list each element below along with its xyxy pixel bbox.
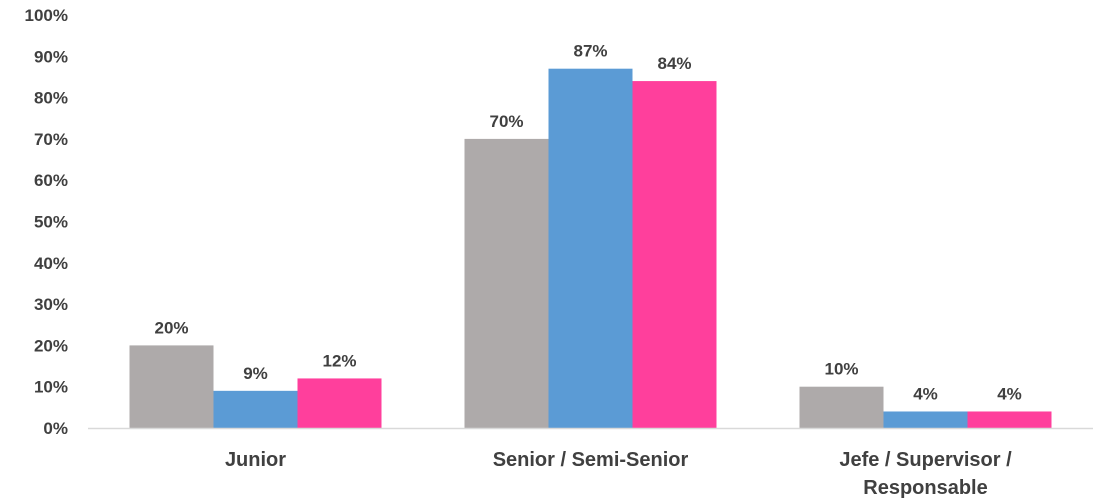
category-label-line: Junior [225, 449, 286, 471]
data-label: 4% [913, 384, 938, 403]
bar [548, 68, 633, 428]
data-label: 87% [573, 42, 607, 61]
bar [883, 411, 968, 428]
category-label: Senior / Semi-Senior [493, 449, 689, 471]
category-label-line: Jefe / Supervisor / [839, 449, 1012, 471]
y-tick-label: 20% [34, 336, 68, 355]
y-tick-label: 90% [34, 47, 68, 66]
y-tick-label: 70% [34, 130, 68, 149]
category-label: Jefe / Supervisor / Responsable [839, 449, 1012, 498]
bar [799, 386, 884, 428]
y-tick-label: 30% [34, 295, 68, 314]
category-label-line: Senior / Semi-Senior [493, 449, 689, 471]
y-tick-label: 10% [34, 378, 68, 397]
bar [297, 378, 382, 428]
y-tick-label: 50% [34, 213, 68, 232]
y-tick-label: 60% [34, 171, 68, 190]
y-tick-label: 40% [34, 254, 68, 273]
bar [632, 81, 717, 428]
data-label: 70% [489, 112, 523, 131]
category-label: Junior [225, 449, 286, 471]
data-label: 4% [997, 384, 1022, 403]
category-label-line: Responsable [863, 477, 987, 498]
data-label: 10% [824, 360, 858, 379]
bar [213, 390, 298, 428]
bar [464, 138, 549, 428]
data-label: 20% [154, 318, 188, 337]
data-label: 84% [657, 54, 691, 73]
data-label: 9% [243, 364, 268, 383]
bar [129, 345, 214, 428]
data-label: 12% [322, 351, 356, 370]
bar [967, 411, 1052, 428]
y-tick-label: 0% [43, 419, 68, 438]
y-tick-label: 100% [25, 6, 68, 25]
y-tick-label: 80% [34, 89, 68, 108]
